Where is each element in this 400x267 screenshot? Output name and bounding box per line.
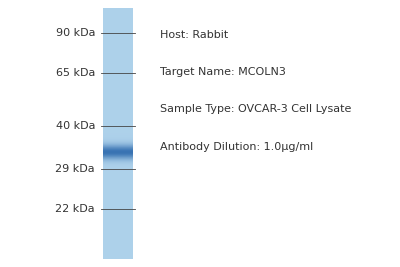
Text: Sample Type: OVCAR-3 Cell Lysate: Sample Type: OVCAR-3 Cell Lysate [160,104,351,115]
Text: 29 kDa: 29 kDa [55,164,95,174]
Text: 65 kDa: 65 kDa [56,68,95,78]
Text: 40 kDa: 40 kDa [56,121,95,131]
Text: Target Name: MCOLN3: Target Name: MCOLN3 [160,67,286,77]
Text: 22 kDa: 22 kDa [55,204,95,214]
Text: 90 kDa: 90 kDa [56,28,95,38]
Text: Host: Rabbit: Host: Rabbit [160,30,228,40]
Text: Antibody Dilution: 1.0μg/ml: Antibody Dilution: 1.0μg/ml [160,142,313,152]
